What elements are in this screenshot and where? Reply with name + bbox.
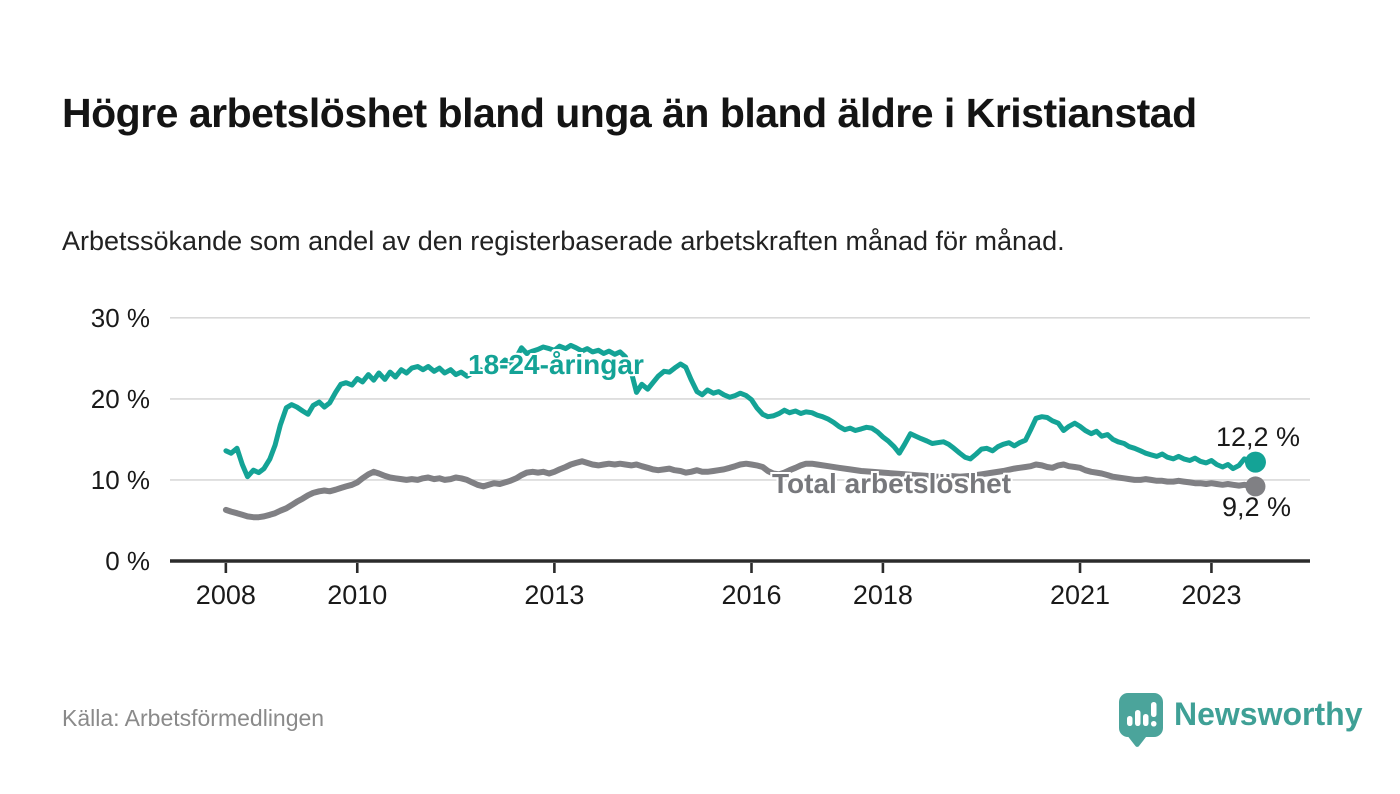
y-axis-tick-label: 0 %	[105, 546, 150, 576]
x-axis-tick-label: 2008	[196, 580, 256, 610]
end-value-label-total: 9,2 %	[1222, 492, 1292, 522]
series-line-0	[223, 342, 1258, 480]
x-axis-tick-label: 2023	[1181, 580, 1241, 610]
x-axis-tick-label: 2021	[1050, 580, 1110, 610]
page-subtitle: Arbetssökande som andel av den registerb…	[62, 226, 1065, 256]
page-title: Högre arbetslöshet bland unga än bland ä…	[62, 90, 1197, 137]
x-axis-tick-label: 2018	[853, 580, 913, 610]
brand-logo: Newsworthy	[1118, 692, 1362, 748]
source-note: Källa: Arbetsförmedlingen	[62, 705, 325, 731]
end-value-label-young: 12,2 %	[1216, 422, 1301, 452]
y-axis-tick-label: 30 %	[91, 303, 150, 333]
x-axis-tick-label: 2010	[327, 580, 387, 610]
series-line-1	[222, 458, 1259, 521]
series-label-young: 18-24-åringar	[468, 349, 644, 380]
y-axis-tick-label: 10 %	[91, 465, 150, 495]
x-axis-tick-label: 2016	[721, 580, 781, 610]
brand-wordmark: Newsworthy	[1174, 696, 1363, 732]
series-end-dot-1	[1245, 476, 1266, 497]
series-label-total: Total arbetslöshet	[772, 468, 1012, 499]
x-axis-tick-label: 2013	[524, 580, 584, 610]
series-end-dot-0	[1244, 451, 1266, 473]
y-axis-tick-label: 20 %	[91, 384, 150, 414]
newsworthy-logo-icon	[1119, 693, 1163, 747]
